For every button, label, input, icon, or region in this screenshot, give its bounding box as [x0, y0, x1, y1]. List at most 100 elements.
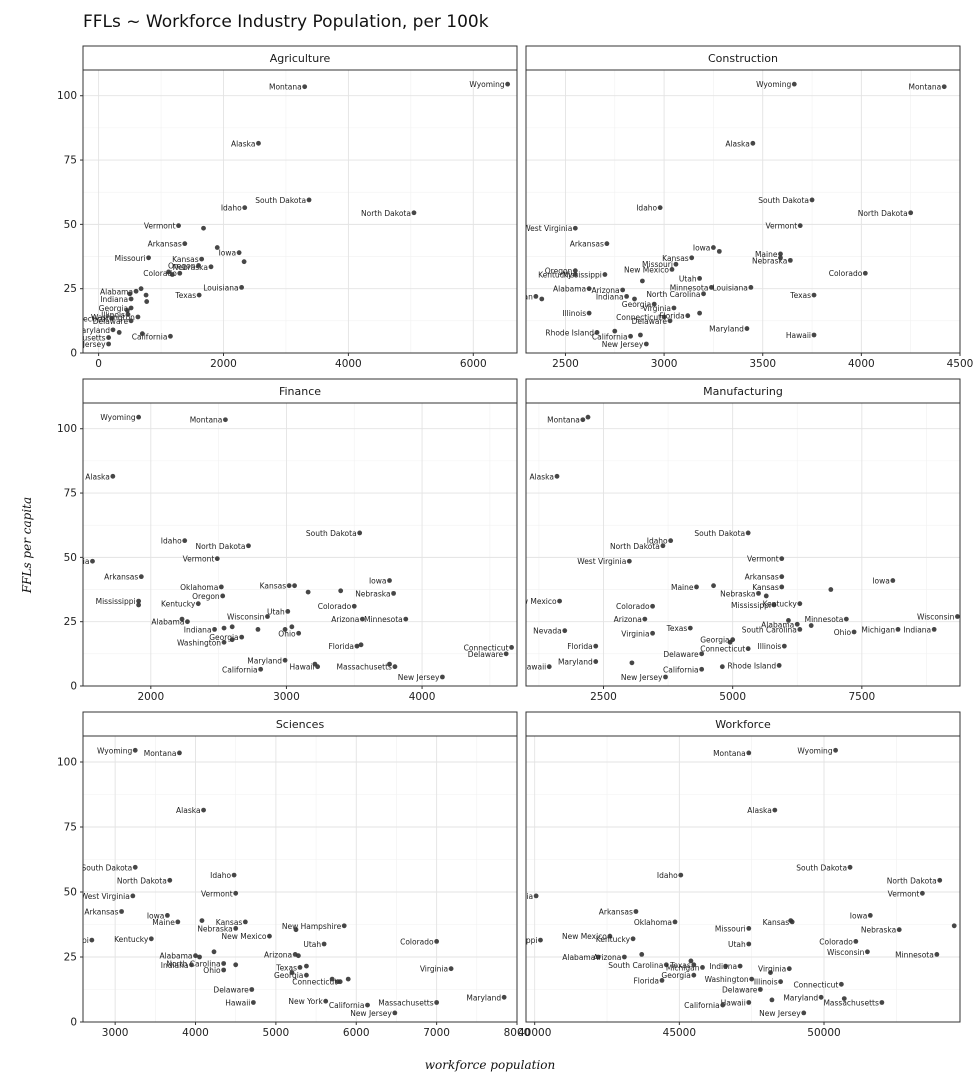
point-wyoming [505, 81, 511, 87]
point-colorado [434, 939, 440, 944]
point-delaware [128, 318, 134, 324]
point-label: Arkansas [599, 908, 633, 917]
point-hawaii [546, 664, 552, 670]
point-michigan [533, 294, 539, 299]
point-label: Oregon [192, 592, 220, 601]
point-label: Kentucky [161, 600, 196, 609]
point-alabama [794, 621, 800, 627]
y-tick-label: 25 [64, 283, 77, 295]
point-kentucky [797, 601, 803, 607]
y-tick-label: 100 [57, 90, 77, 102]
point-label: North Dakota [196, 542, 246, 551]
point-label: West Virginia [40, 557, 89, 566]
point-montana [580, 417, 586, 423]
point-missouri [673, 261, 679, 267]
point-wisconsin [865, 949, 870, 955]
point-unlabeled [214, 245, 220, 250]
point-vermont [176, 223, 181, 229]
point-alaska [750, 140, 756, 146]
point-ohio [296, 630, 302, 636]
point-label: Kansas [662, 254, 689, 263]
point-label: Minnesota [670, 283, 709, 292]
point-label: Kansas [752, 583, 779, 592]
point-label: Mississippi [96, 597, 136, 606]
point-unlabeled [639, 278, 645, 284]
point-maine [778, 251, 783, 257]
point-utah [285, 608, 291, 614]
point-arkansas [604, 241, 610, 247]
point-illinois [125, 312, 131, 317]
point-unlabeled [211, 949, 217, 955]
point-label: North Dakota [361, 209, 411, 218]
y-tick-label: 0 [70, 681, 77, 693]
point-virginia [786, 966, 792, 972]
point-label: Vermont [144, 222, 176, 231]
panel-border [525, 735, 961, 1023]
point-idaho [242, 205, 248, 211]
point-label: Michigan [499, 292, 533, 301]
point-maryland [282, 657, 288, 663]
point-iowa [890, 578, 896, 583]
point-label: Arkansas [570, 240, 604, 249]
point-label: South Dakota [306, 529, 357, 538]
point-utah [746, 941, 752, 947]
point-unlabeled [723, 963, 729, 969]
point-idaho [182, 538, 188, 544]
x-tick-label: 5000 [263, 1027, 290, 1039]
point-label: Michigan [861, 625, 895, 634]
point-unlabeled [166, 269, 171, 275]
point-massachusetts [106, 335, 112, 340]
point-alaska [110, 473, 116, 479]
point-label: New Jersey [350, 1009, 392, 1018]
point-delaware [667, 318, 673, 324]
panel-background [525, 402, 961, 687]
facet-strip [82, 711, 518, 737]
point-label: Idaho [221, 204, 242, 213]
y-tick-label: 75 [64, 822, 77, 834]
point-label: Utah [728, 940, 746, 949]
point-label: Maryland [783, 993, 818, 1002]
point-label: Wyoming [756, 80, 791, 89]
point-illinois [586, 310, 592, 316]
point-kansas [286, 583, 292, 589]
y-tick-label: 100 [57, 757, 77, 769]
point-north-dakota [937, 877, 943, 883]
point-label: Idaho [647, 537, 668, 546]
panel-background [525, 69, 961, 354]
point-label: Colorado [318, 602, 352, 611]
point-florida [659, 978, 665, 983]
point-unlabeled [233, 962, 239, 968]
point-hawaii [746, 1000, 752, 1005]
point-new-mexico [669, 266, 675, 272]
point-minnesota [709, 284, 714, 290]
point-label: Texas [666, 624, 688, 633]
point-south-carolina [663, 962, 669, 968]
point-louisiana [748, 284, 754, 290]
point-unlabeled [768, 970, 773, 975]
point-kentucky [630, 936, 636, 942]
point-indiana [189, 962, 194, 968]
point-label: South Carolina [742, 625, 797, 634]
point-label: Massachusetts [378, 999, 434, 1008]
point-missouri [146, 255, 151, 261]
point-label: Montana [269, 83, 302, 92]
point-maine [175, 919, 181, 925]
point-texas [687, 625, 693, 631]
point-unlabeled [763, 593, 769, 599]
x-tick-label: 50000 [807, 1027, 840, 1039]
point-label: Georgia [622, 300, 651, 309]
point-unlabeled [304, 963, 309, 969]
point-label: Mississippi [562, 271, 602, 280]
point-label: South Dakota [796, 863, 847, 872]
point-label: Iowa [147, 911, 165, 920]
point-label: Hawaii [225, 999, 250, 1008]
point-label: Alabama [151, 618, 184, 627]
point-label: Kansas [172, 255, 199, 264]
point-label: Mississippi [497, 936, 537, 945]
point-label: Ohio [834, 628, 852, 637]
point-alabama [586, 286, 592, 292]
point-label: Florida [328, 642, 354, 651]
point-hawaii [811, 332, 817, 338]
